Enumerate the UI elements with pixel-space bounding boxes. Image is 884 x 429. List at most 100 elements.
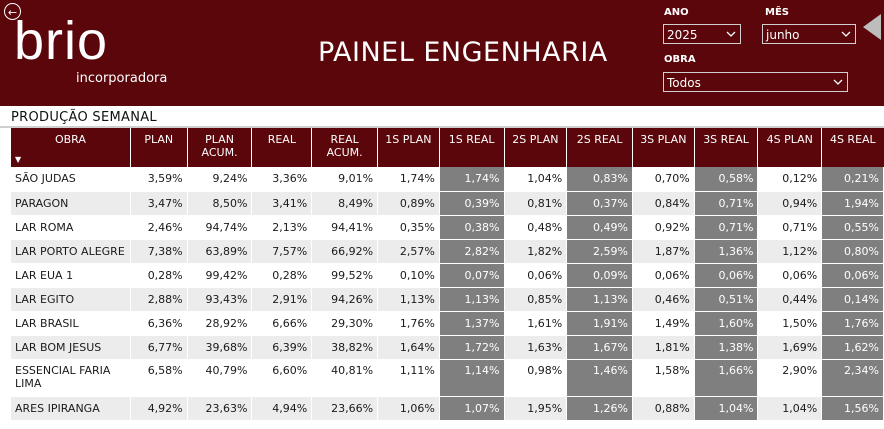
value-cell: 2,90% bbox=[757, 359, 823, 397]
column-header-label: 1S PLAN bbox=[385, 133, 432, 146]
chevron-down-icon bbox=[841, 31, 851, 37]
value-cell: 1,50% bbox=[757, 311, 823, 336]
value-cell: 0,71% bbox=[757, 215, 823, 240]
value-cell: 99,52% bbox=[311, 263, 379, 288]
column-header-label: REAL ACUM. bbox=[326, 133, 363, 159]
value-cell: 0,28% bbox=[251, 263, 313, 288]
column-header[interactable]: 4S PLAN bbox=[757, 128, 823, 167]
obra-name-cell: LAR PORTO ALEGRE bbox=[11, 239, 131, 264]
value-cell: 66,92% bbox=[311, 239, 379, 264]
value-cell: 1,91% bbox=[566, 311, 633, 336]
value-cell: 29,30% bbox=[311, 311, 379, 336]
obra-select[interactable]: Todos bbox=[663, 72, 848, 92]
value-cell: 0,46% bbox=[632, 287, 695, 312]
value-cell: 0,88% bbox=[632, 396, 695, 421]
value-cell: 1,95% bbox=[504, 396, 568, 421]
ano-select[interactable]: 2025 bbox=[663, 24, 741, 44]
table-row[interactable]: LAR PORTO ALEGRE 7,38% 63,89% 7,57% 66,92% 2,… bbox=[11, 239, 884, 264]
obra-name-cell: LAR EGITO bbox=[11, 287, 131, 312]
value-cell: 0,44% bbox=[757, 287, 823, 312]
value-cell: 0,81% bbox=[504, 191, 568, 216]
divider bbox=[0, 126, 884, 128]
value-cell: 1,12% bbox=[757, 239, 823, 264]
column-header[interactable]: REAL bbox=[251, 128, 313, 167]
value-cell: 1,04% bbox=[504, 167, 568, 192]
value-cell: 0,51% bbox=[694, 287, 759, 312]
nav-left-arrow-icon[interactable] bbox=[863, 14, 881, 40]
value-cell: 94,26% bbox=[311, 287, 379, 312]
value-cell: 1,74% bbox=[377, 167, 440, 192]
value-cell: 0,94% bbox=[757, 191, 823, 216]
table-row[interactable]: ARES IPIRANGA 4,92% 23,63% 4,94% 23,66% 1,06%… bbox=[11, 396, 884, 421]
brand-logo-subtitle: incorporadora bbox=[76, 71, 168, 86]
obra-name-cell: LAR ROMA bbox=[11, 215, 131, 240]
table-row[interactable]: LAR EUA 1 0,28% 99,42% 0,28% 99,52% 0,10% 0,07… bbox=[11, 263, 884, 288]
column-header-label: 1S REAL bbox=[448, 133, 495, 146]
value-cell: 0,35% bbox=[377, 215, 440, 240]
column-header[interactable]: 3S REAL bbox=[694, 128, 759, 167]
value-cell: 1,66% bbox=[694, 359, 759, 397]
value-cell: 0,37% bbox=[566, 191, 633, 216]
value-cell: 7,38% bbox=[130, 239, 188, 264]
column-header[interactable]: PLAN bbox=[130, 128, 188, 167]
value-cell: 1,46% bbox=[566, 359, 633, 397]
column-header[interactable]: OBRA ▼ bbox=[11, 128, 131, 167]
obra-name-cell: ARES IPIRANGA bbox=[11, 396, 131, 421]
value-cell: 1,36% bbox=[694, 239, 759, 264]
column-header[interactable]: REAL ACUM. bbox=[311, 128, 379, 167]
column-header[interactable]: 1S PLAN bbox=[377, 128, 440, 167]
value-cell: 0,71% bbox=[694, 215, 759, 240]
value-cell: 1,61% bbox=[504, 311, 568, 336]
value-cell: 1,67% bbox=[566, 335, 633, 360]
value-cell: 6,60% bbox=[251, 359, 313, 397]
table-row[interactable]: LAR EGITO 2,88% 93,43% 2,91% 94,26% 1,13% 1,13… bbox=[11, 287, 884, 312]
value-cell: 93,43% bbox=[187, 287, 253, 312]
table-row[interactable]: LAR BOM JESUS 6,77% 39,68% 6,39% 38,82% 1,64%… bbox=[11, 335, 884, 360]
production-table: OBRA ▼ PLAN PLAN ACUM. REAL REAL ACUM. 1S PLAN… bbox=[11, 128, 884, 421]
value-cell: 3,36% bbox=[251, 167, 313, 192]
column-header[interactable]: PLAN ACUM. bbox=[187, 128, 253, 167]
table-row[interactable]: SÃO JUDAS 3,59% 9,24% 3,36% 9,01% 1,74% 1,74% 1… bbox=[11, 167, 884, 192]
value-cell: 0,55% bbox=[821, 215, 884, 240]
value-cell: 1,06% bbox=[377, 396, 440, 421]
header-bar: ← brio incorporadora PAINEL ENGENHARIA A… bbox=[0, 0, 884, 106]
obra-name-cell: LAR BOM JESUS bbox=[11, 335, 131, 360]
table-row[interactable]: LAR ROMA 2,46% 94,74% 2,13% 94,41% 0,35% 0,38%… bbox=[11, 215, 884, 240]
obra-select-value: Todos bbox=[667, 76, 701, 90]
column-header[interactable]: 3S PLAN bbox=[632, 128, 695, 167]
value-cell: 0,98% bbox=[504, 359, 568, 397]
value-cell: 2,46% bbox=[130, 215, 188, 240]
column-header[interactable]: 2S REAL bbox=[566, 128, 633, 167]
value-cell: 0,06% bbox=[821, 263, 884, 288]
back-circle-icon[interactable]: ← bbox=[4, 3, 21, 20]
column-header[interactable]: 1S REAL bbox=[439, 128, 505, 167]
value-cell: 1,13% bbox=[439, 287, 505, 312]
value-cell: 6,36% bbox=[130, 311, 188, 336]
table-row[interactable]: PARAGON 3,47% 8,50% 3,41% 8,49% 0,89% 0,39% 0,8… bbox=[11, 191, 884, 216]
value-cell: 1,58% bbox=[632, 359, 695, 397]
value-cell: 0,06% bbox=[504, 263, 568, 288]
value-cell: 6,66% bbox=[251, 311, 313, 336]
value-cell: 9,24% bbox=[187, 167, 253, 192]
table-row[interactable]: ESSENCIAL FARIA LIMA 6,58% 40,79% 6,60% 40,8… bbox=[11, 359, 884, 397]
value-cell: 0,21% bbox=[821, 167, 884, 192]
value-cell: 2,13% bbox=[251, 215, 313, 240]
value-cell: 2,88% bbox=[130, 287, 188, 312]
column-header-label: REAL bbox=[267, 133, 296, 146]
column-header[interactable]: 4S REAL bbox=[821, 128, 884, 167]
value-cell: 40,79% bbox=[187, 359, 253, 397]
column-header-label: 3S PLAN bbox=[640, 133, 687, 146]
obra-name-cell: LAR EUA 1 bbox=[11, 263, 131, 288]
value-cell: 39,68% bbox=[187, 335, 253, 360]
value-cell: 0,06% bbox=[632, 263, 695, 288]
table-row[interactable]: LAR BRASIL 6,36% 28,92% 6,66% 29,30% 1,76% 1,3… bbox=[11, 311, 884, 336]
column-header[interactable]: 2S PLAN bbox=[504, 128, 568, 167]
mes-select[interactable]: junho bbox=[762, 24, 856, 44]
section-title: PRODUÇÃO SEMANAL bbox=[11, 110, 157, 125]
value-cell: 0,07% bbox=[439, 263, 505, 288]
value-cell: 1,69% bbox=[757, 335, 823, 360]
value-cell: 40,81% bbox=[311, 359, 379, 397]
sort-down-icon[interactable]: ▼ bbox=[15, 155, 22, 164]
value-cell: 94,41% bbox=[311, 215, 379, 240]
value-cell: 0,10% bbox=[377, 263, 440, 288]
